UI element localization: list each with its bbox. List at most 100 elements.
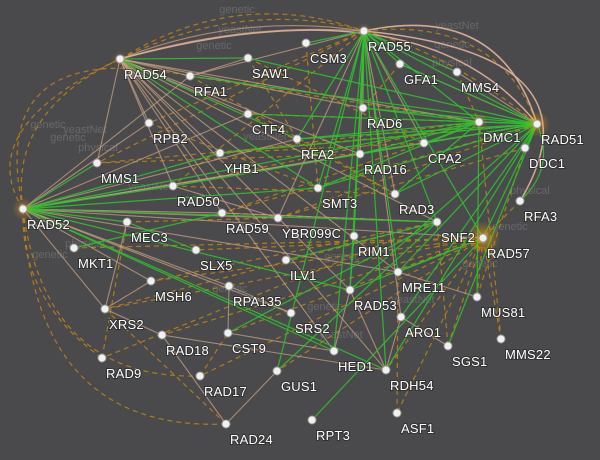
edge-RAD57-RAD18[interactable] — [161, 237, 484, 336]
edge-SAW1-RFA2[interactable] — [247, 57, 298, 140]
edge-RAD52-RAD54[interactable] — [20, 58, 121, 210]
gene-node-MMS4[interactable] — [452, 67, 462, 77]
gene-node-RIM1[interactable] — [349, 231, 359, 241]
gene-node-MMS22[interactable] — [496, 334, 506, 344]
edge-RAD51-RAD50[interactable] — [172, 123, 538, 187]
edge-RFA1-RAD3[interactable] — [189, 75, 396, 195]
edge-SNF2-CST9[interactable] — [227, 221, 438, 334]
edge-YHB1-CPA2[interactable] — [219, 142, 425, 154]
gene-node-HED1[interactable] — [329, 346, 339, 356]
edge-RAD57-RAD53[interactable] — [349, 237, 484, 291]
edge-RAD52-SMT3[interactable] — [22, 187, 319, 210]
edge-RAD51-RAD53[interactable] — [349, 123, 538, 291]
gene-node-RAD16[interactable] — [355, 149, 365, 159]
edge-RAD57-MSH6[interactable] — [150, 237, 484, 282]
edge-RAD57-XRS2[interactable] — [104, 237, 484, 310]
edge-RAD51-SAW1[interactable] — [247, 57, 538, 125]
edge-RAD52-XRS2[interactable] — [22, 208, 106, 310]
edge-RFA1-RAD55[interactable] — [189, 30, 365, 77]
gene-node-RAD54[interactable] — [115, 54, 125, 64]
gene-node-SMT3[interactable] — [313, 183, 323, 193]
gene-node-SNF2[interactable] — [432, 217, 442, 227]
gene-node-MEC3[interactable] — [122, 217, 132, 227]
edge-RAD52-RAD17[interactable] — [22, 208, 201, 377]
edge-RAD24-GUS1[interactable] — [225, 370, 278, 425]
gene-node-SGS1[interactable] — [443, 341, 453, 351]
edge-RAD52-MRE11[interactable] — [22, 208, 399, 273]
edge-SGS1-SNF2[interactable] — [436, 221, 449, 347]
gene-node-RAD9[interactable] — [97, 353, 107, 363]
edge-RAD51-SMT3[interactable] — [317, 123, 538, 189]
edge-RAD54-RAD55[interactable] — [119, 25, 365, 60]
edge-RAD52-MEC3[interactable] — [22, 208, 128, 223]
gene-node-RFA2[interactable] — [292, 134, 302, 144]
edge-ARO1-RDH54[interactable] — [385, 316, 402, 371]
gene-node-RAD18[interactable] — [157, 330, 167, 340]
edge-RAD52-MMS1[interactable] — [22, 162, 98, 210]
edge-RAD53-HED1[interactable] — [333, 289, 351, 352]
gene-node-RAD24[interactable] — [221, 419, 231, 429]
gene-node-MRE11[interactable] — [393, 267, 403, 277]
gene-node-RPT3[interactable] — [307, 415, 317, 425]
edge-RAD57-GUS1[interactable] — [276, 237, 484, 372]
edge-RAD51-ARO1[interactable] — [400, 123, 538, 318]
edge-RAD51-YBR099C[interactable] — [277, 123, 538, 219]
edge-RAD52-RAD9[interactable] — [22, 208, 103, 359]
gene-node-RAD51[interactable] — [532, 119, 542, 129]
edge-RAD54-YHB1[interactable] — [119, 58, 221, 154]
gene-node-ASF1[interactable] — [392, 408, 402, 418]
edge-RAD55-MMS4[interactable] — [363, 30, 458, 73]
edge-RAD52-RAD54[interactable] — [9, 58, 121, 210]
edge-RAD18-RDH54[interactable] — [161, 334, 387, 371]
edge-MEC3-SLX5[interactable] — [126, 221, 197, 251]
gene-node-GFA1[interactable] — [395, 59, 405, 69]
edge-SNF2-ILV1[interactable] — [285, 221, 438, 261]
edge-MRE11-MUS81[interactable] — [397, 271, 478, 298]
edge-RAD55-RAD50[interactable] — [172, 30, 365, 187]
edge-ARO1-SGS1[interactable] — [400, 316, 449, 347]
gene-node-SAW1[interactable] — [243, 53, 253, 63]
edge-RAD50-YBR099C[interactable] — [172, 185, 279, 219]
gene-node-YBR099C[interactable] — [273, 213, 283, 223]
edge-RPA135-CST9[interactable] — [227, 285, 230, 334]
gene-node-RPA135[interactable] — [224, 281, 234, 291]
edge-RAD57-RPT3[interactable] — [311, 237, 484, 421]
edge-RIM1-RAD53[interactable] — [349, 235, 355, 291]
edge-RAD55-RAD51[interactable] — [363, 24, 538, 125]
edge-RAD55-RAD51[interactable] — [363, 30, 538, 125]
gene-node-SRS2[interactable] — [286, 308, 296, 318]
edge-RAD51-MRE11[interactable] — [397, 123, 538, 273]
gene-node-RDH54[interactable] — [381, 365, 391, 375]
edge-RAD55-RDH54[interactable] — [363, 30, 387, 371]
edge-RAD52-RDH54[interactable] — [22, 208, 387, 371]
gene-node-MMS1[interactable] — [92, 158, 102, 168]
gene-node-RAD6[interactable] — [358, 103, 368, 113]
edge-RAD57-SLX5[interactable] — [195, 237, 484, 251]
edge-RAD51-CTF4[interactable] — [247, 113, 538, 125]
gene-node-RAD59[interactable] — [217, 208, 227, 218]
edge-RAD54-RFA2[interactable] — [119, 58, 298, 140]
edge-RAD52-CTF4[interactable] — [22, 113, 249, 210]
edge-RAD55-RPB2[interactable] — [148, 30, 365, 124]
edge-SAW1-CPA2[interactable] — [247, 57, 425, 144]
edge-MMS4-DMC1[interactable] — [456, 71, 480, 123]
edge-RAD52-RAD50[interactable] — [22, 185, 174, 210]
edge-RPA135-SRS2[interactable] — [228, 285, 292, 314]
edge-RAD52-SRS2[interactable] — [22, 208, 292, 314]
edge-RAD57-RAD17[interactable] — [199, 237, 484, 377]
edge-RAD57-RDH54[interactable] — [385, 237, 484, 371]
edge-MSH6-XRS2[interactable] — [104, 280, 152, 310]
edge-DMC1-SMT3[interactable] — [317, 121, 480, 189]
edge-RAD51-GFA1[interactable] — [399, 63, 538, 125]
gene-node-CTF4[interactable] — [243, 109, 253, 119]
edge-RAD54-RAD51[interactable] — [119, 29, 538, 125]
edge-RAD51-RAD57[interactable] — [482, 123, 538, 239]
edge-RAD55-RFA2[interactable] — [296, 30, 365, 140]
edge-MMS1-RAD16[interactable] — [96, 153, 361, 164]
edge-RAD57-MMS22[interactable] — [482, 237, 502, 340]
edge-YBR099C-DDC1[interactable] — [277, 147, 526, 219]
gene-node-ARO1[interactable] — [396, 312, 406, 322]
edge-XRS2-RAD18[interactable] — [104, 308, 163, 336]
edge-RAD57-ASF1[interactable] — [396, 237, 484, 414]
gene-node-CSM3[interactable] — [301, 38, 311, 48]
